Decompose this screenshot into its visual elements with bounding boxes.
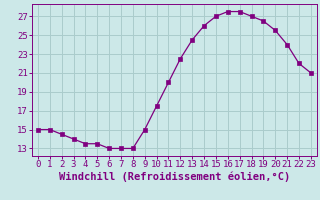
X-axis label: Windchill (Refroidissement éolien,°C): Windchill (Refroidissement éolien,°C)	[59, 172, 290, 182]
